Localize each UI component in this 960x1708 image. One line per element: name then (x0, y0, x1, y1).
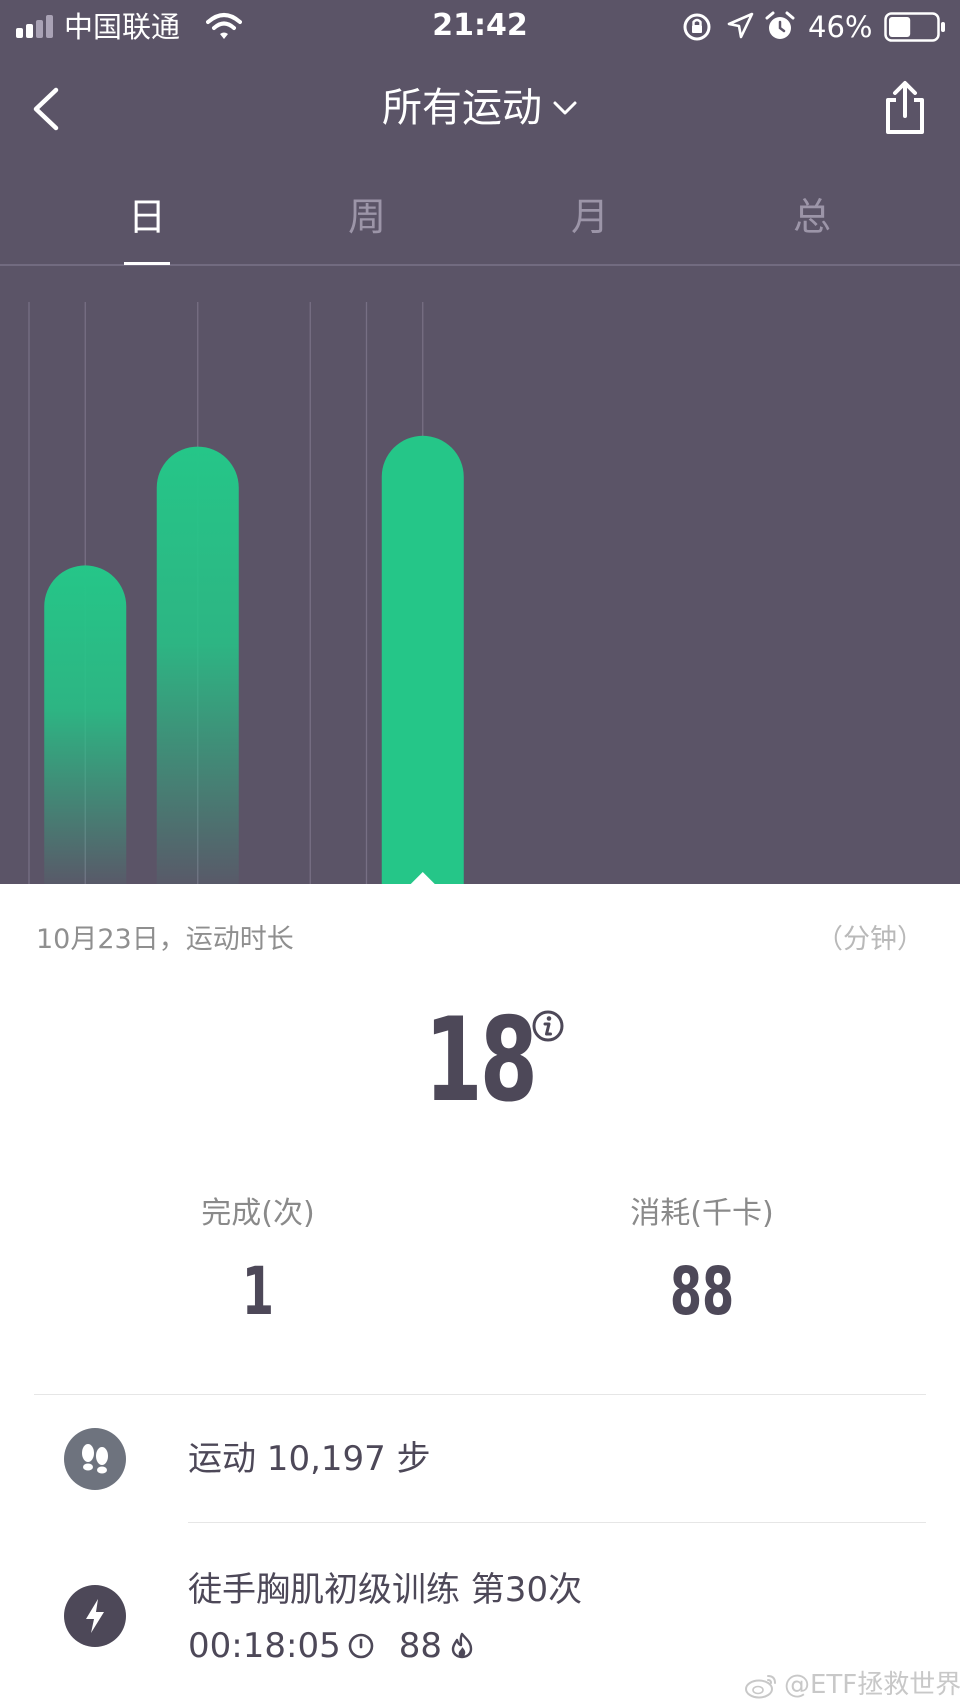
chart-bar-selected[interactable] (381, 435, 464, 884)
nav-bar: 所有运动 (0, 66, 960, 152)
page-title[interactable]: 所有运动 (382, 85, 542, 131)
selection-pointer (410, 872, 435, 884)
chart-bar[interactable] (156, 446, 239, 884)
status-bar: 中国联通 21:42 46% (0, 0, 960, 56)
divider (34, 1394, 926, 1395)
duration-value: 18 (424, 993, 538, 1128)
info-icon[interactable] (530, 1008, 566, 1044)
location-icon (727, 12, 754, 39)
battery-icon (884, 12, 945, 42)
header-area: 中国联通 21:42 46% (0, 0, 960, 884)
orientation-lock-icon (683, 13, 711, 41)
workout-calories: 88 (398, 1626, 442, 1666)
chevron-down-icon[interactable] (552, 98, 578, 118)
carrier-name: 中国联通 (64, 10, 181, 44)
calories-label: 消耗(千卡) (630, 1196, 774, 1231)
period-tabs: 日 周 月 总 (0, 182, 960, 266)
chart-bar[interactable] (44, 565, 127, 884)
lightning-icon (86, 1599, 104, 1633)
flame-icon (451, 1632, 473, 1658)
active-tab-indicator (124, 262, 170, 265)
steps-row-icon (64, 1428, 126, 1490)
watermark: @ETF拯救世界 (744, 1668, 960, 1702)
completed-stat: 完成(次) 1 (108, 1194, 408, 1332)
back-icon[interactable] (28, 84, 68, 134)
completed-label: 完成(次) (201, 1196, 315, 1231)
workout-time: 00:18:05 (188, 1626, 341, 1666)
alarm-icon (765, 11, 795, 39)
steps-text[interactable]: 运动 10,197 步 (188, 1439, 431, 1479)
wifi-icon (206, 13, 242, 39)
footprints-icon (82, 1444, 108, 1474)
tab-month[interactable]: 月 (570, 195, 609, 239)
title-selector[interactable]: 所有运动 (0, 82, 960, 134)
unit-label: （分钟） (816, 924, 924, 955)
tab-total[interactable]: 总 (792, 195, 831, 239)
signal-icon (16, 15, 53, 38)
timer-icon (348, 1633, 374, 1658)
watermark-text: @ETF拯救世界 (784, 1670, 960, 1700)
status-time: 21:42 (432, 8, 528, 43)
duration-chart[interactable] (0, 268, 960, 884)
date-duration-label: 10月23日，运动时长 (36, 924, 294, 955)
weibo-icon (745, 1674, 776, 1698)
share-icon[interactable] (882, 80, 928, 136)
workout-title[interactable]: 徒手胸肌初级训练 第30次 (188, 1570, 583, 1610)
battery-percent: 46% (808, 10, 873, 44)
workout-row-icon (64, 1585, 126, 1647)
duration-display: 18 (0, 986, 960, 1136)
calories-stat: 消耗(千卡) 88 (552, 1194, 852, 1332)
tab-day[interactable]: 日 (127, 195, 166, 239)
completed-value: 1 (241, 1253, 275, 1330)
workout-details: 00:18:05 88 (188, 1624, 500, 1668)
tab-week[interactable]: 周 (347, 195, 386, 239)
calories-value: 88 (669, 1253, 735, 1330)
divider (188, 1522, 926, 1523)
